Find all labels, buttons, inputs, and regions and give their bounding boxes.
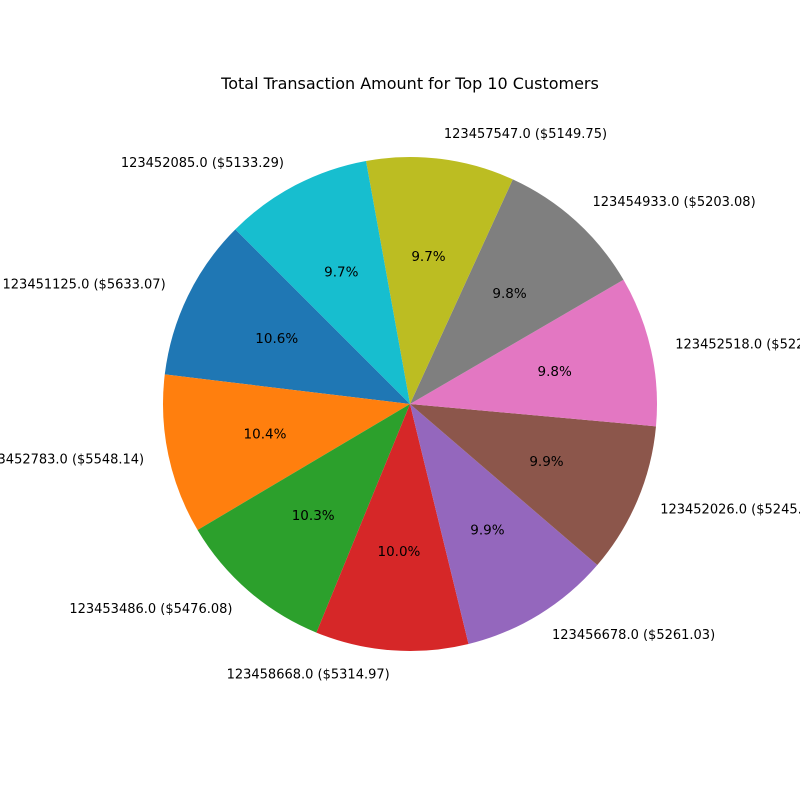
slice-outer-label: 123453486.0 ($5476.08) xyxy=(69,602,232,617)
pie-slice xyxy=(163,374,410,531)
pie-slice xyxy=(410,404,656,566)
chart-title: Total Transaction Amount for Top 10 Cust… xyxy=(220,74,599,93)
slice-outer-label: 123452518.0 ($5227.52) xyxy=(675,338,800,353)
pie-slice xyxy=(235,160,410,404)
slice-outer-label: 123454933.0 ($5203.08) xyxy=(593,195,756,210)
pie-slice xyxy=(366,157,513,404)
pie-slice xyxy=(316,404,469,651)
slice-percent-label: 9.9% xyxy=(470,522,504,538)
slice-outer-label: 123452085.0 ($5133.29) xyxy=(121,156,284,171)
slice-outer-label: 123451125.0 ($5633.07) xyxy=(3,278,166,293)
pie-percent-labels: 10.6% 10.4% 10.3% 10.0% 9.9% 9.9% 9.8% 9.8% 9.7%… xyxy=(244,249,572,560)
slice-percent-label: 9.8% xyxy=(538,364,572,380)
slice-percent-label: 10.0% xyxy=(377,544,420,560)
pie-slice xyxy=(410,179,624,404)
pie-slice xyxy=(410,404,598,644)
slice-outer-label: 123456678.0 ($5261.03) xyxy=(552,628,715,643)
pie-slice xyxy=(197,404,410,633)
pie-slice xyxy=(164,229,410,404)
slice-percent-label: 10.3% xyxy=(292,508,335,524)
slice-percent-label: 10.4% xyxy=(244,427,287,443)
pie-slices xyxy=(163,157,657,651)
slice-outer-label: 123452026.0 ($5245.01) xyxy=(660,502,800,517)
pie-slice xyxy=(410,279,657,427)
slice-percent-label: 9.9% xyxy=(529,454,563,470)
slice-outer-label: 123458668.0 ($5314.97) xyxy=(227,667,390,682)
pie-outer-labels: 123451125.0 ($5633.07) 123452783.0 ($5548… xyxy=(0,127,800,683)
slice-percent-label: 9.7% xyxy=(324,265,358,281)
slice-percent-label: 9.8% xyxy=(492,286,526,302)
slice-percent-label: 10.6% xyxy=(255,331,298,347)
slice-percent-label: 9.7% xyxy=(411,249,445,265)
slice-outer-label: 123452783.0 ($5548.14) xyxy=(0,453,144,468)
slice-outer-label: 123457547.0 ($5149.75) xyxy=(444,127,607,142)
